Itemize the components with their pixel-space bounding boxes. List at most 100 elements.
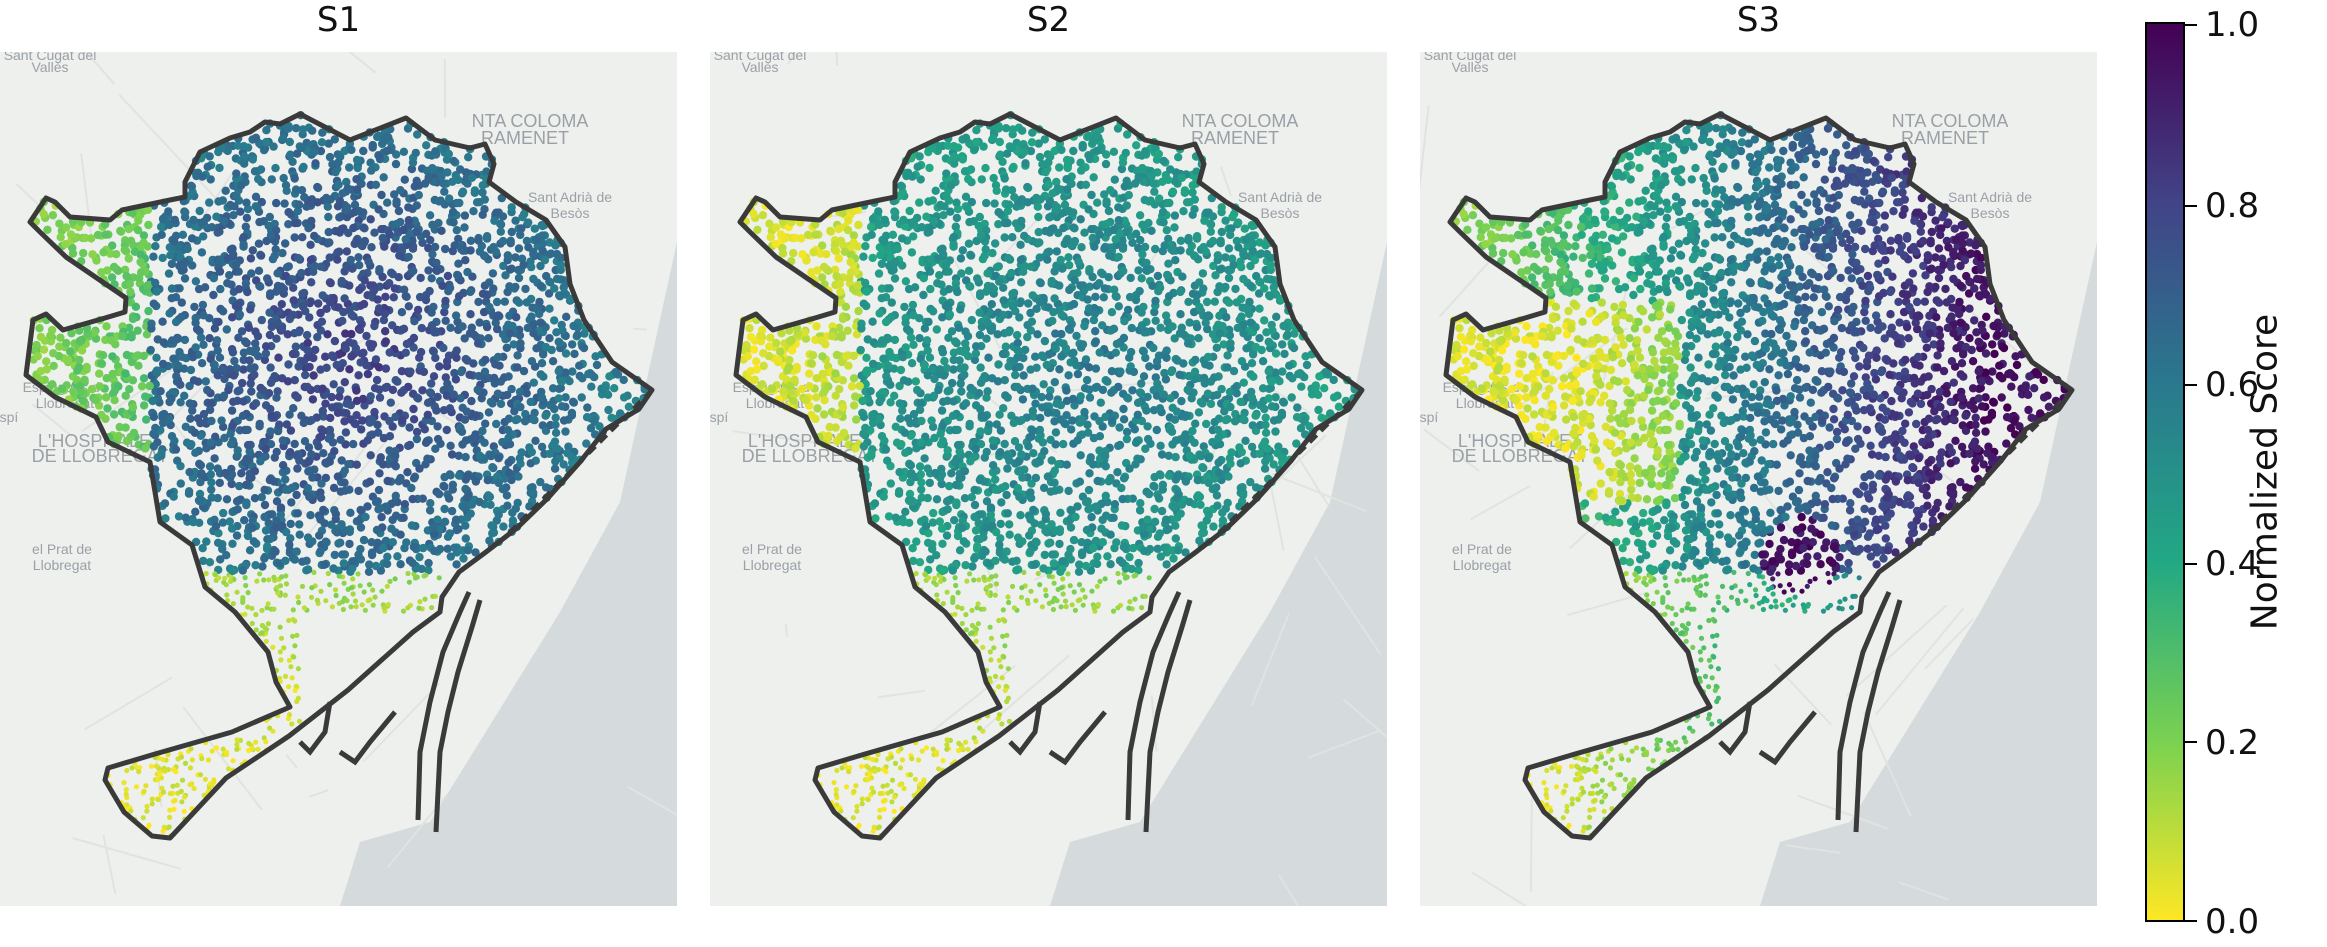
- score-point: [957, 269, 966, 278]
- score-point: [847, 382, 857, 391]
- score-point: [1211, 271, 1220, 280]
- score-point: [1189, 307, 1199, 317]
- score-point: [272, 393, 281, 402]
- score-point: [432, 406, 441, 415]
- score-point: [108, 241, 117, 250]
- score-point: [859, 796, 865, 802]
- score-point: [511, 415, 520, 425]
- score-point: [290, 633, 296, 639]
- score-point: [213, 745, 220, 751]
- score-point: [1029, 449, 1038, 458]
- score-point: [404, 302, 413, 311]
- score-point: [325, 298, 335, 307]
- score-point: [321, 473, 331, 483]
- score-point: [1232, 236, 1242, 246]
- score-point: [523, 323, 532, 333]
- score-point: [355, 325, 365, 334]
- score-point: [329, 564, 338, 573]
- score-point: [261, 349, 271, 358]
- score-point: [551, 420, 560, 430]
- score-point: [1153, 168, 1162, 177]
- score-point: [291, 342, 300, 351]
- score-point: [324, 227, 333, 237]
- score-point: [233, 416, 242, 425]
- score-point: [55, 219, 64, 228]
- score-point: [952, 213, 962, 223]
- score-point: [496, 399, 506, 409]
- score-point: [191, 343, 200, 352]
- score-point: [174, 334, 183, 343]
- score-point: [366, 451, 375, 460]
- score-point: [454, 471, 464, 480]
- score-point: [396, 186, 405, 195]
- score-point: [226, 766, 232, 772]
- score-point: [293, 206, 303, 216]
- score-point: [1169, 288, 1178, 298]
- score-point: [172, 372, 181, 381]
- score-point: [233, 446, 242, 455]
- score-point: [1109, 513, 1118, 522]
- score-point: [561, 393, 570, 402]
- score-point: [292, 618, 298, 624]
- score-point: [1154, 494, 1164, 503]
- score-point: [201, 377, 210, 386]
- score-point: [1165, 198, 1174, 208]
- score-point: [912, 776, 918, 782]
- port-outline: [433, 599, 483, 833]
- score-point: [443, 271, 453, 281]
- score-point: [286, 448, 295, 457]
- score-point: [494, 478, 503, 488]
- score-point: [207, 493, 216, 502]
- score-point: [924, 317, 933, 327]
- score-point: [959, 537, 968, 546]
- score-point: [1107, 367, 1117, 376]
- score-point: [1121, 571, 1127, 577]
- score-point: [281, 475, 290, 484]
- score-point: [380, 134, 389, 144]
- score-point: [1151, 244, 1160, 254]
- score-point: [944, 285, 954, 294]
- score-point: [211, 432, 220, 441]
- score-point: [470, 330, 479, 339]
- score-point: [95, 382, 104, 391]
- score-point: [205, 405, 215, 415]
- score-point: [245, 546, 255, 555]
- score-point: [511, 253, 520, 262]
- score-point: [316, 308, 325, 318]
- score-point: [1000, 233, 1009, 242]
- score-point: [494, 510, 503, 519]
- score-point: [526, 459, 535, 468]
- score-point: [989, 173, 998, 183]
- score-point: [451, 375, 461, 384]
- score-point: [347, 329, 356, 339]
- score-point: [190, 222, 200, 231]
- score-point: [351, 344, 361, 353]
- score-point: [1144, 197, 1154, 206]
- score-point: [766, 233, 775, 242]
- score-point: [1114, 203, 1123, 212]
- score-point: [1100, 284, 1110, 293]
- score-point: [197, 772, 204, 778]
- score-point: [419, 367, 429, 377]
- score-point: [285, 540, 294, 549]
- score-point: [242, 213, 252, 223]
- score-point: [352, 460, 361, 469]
- score-point: [110, 396, 119, 405]
- score-point: [469, 433, 478, 442]
- score-point: [328, 160, 337, 169]
- score-point: [417, 323, 426, 333]
- score-point: [381, 364, 391, 373]
- score-point: [363, 502, 372, 511]
- score-point: [221, 468, 230, 478]
- score-point: [508, 321, 517, 331]
- score-point: [329, 380, 338, 389]
- score-point: [191, 785, 197, 792]
- score-point: [378, 233, 387, 243]
- score-point: [498, 212, 508, 221]
- score-point: [964, 239, 974, 248]
- score-point: [444, 149, 453, 159]
- score-point: [548, 384, 558, 393]
- score-point: [274, 584, 280, 591]
- score-point: [171, 445, 181, 454]
- score-point: [187, 440, 196, 449]
